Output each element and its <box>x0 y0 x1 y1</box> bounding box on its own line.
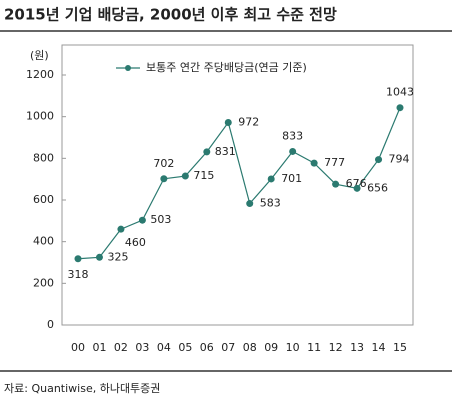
data-point <box>74 255 82 263</box>
series-line <box>77 107 401 260</box>
chart-title: 2015년 기업 배당금, 2000년 이후 최고 수준 전망 <box>4 6 337 24</box>
y-tick-label: 1000 <box>26 110 54 123</box>
y-tick-label: 0 <box>47 318 54 331</box>
data-point <box>375 156 383 164</box>
data-point <box>310 159 318 167</box>
data-point <box>267 175 275 183</box>
y-tick-label: 200 <box>33 276 54 289</box>
x-tick-label: 00 <box>71 341 85 354</box>
data-point <box>181 172 189 180</box>
data-label: 833 <box>282 129 303 142</box>
y-tick-label: 1200 <box>26 68 54 81</box>
data-label: 656 <box>367 181 388 194</box>
x-tick-label: 08 <box>243 341 257 354</box>
x-tick-label: 12 <box>329 341 343 354</box>
x-tick-label: 15 <box>393 341 407 354</box>
data-label: 676 <box>346 177 367 190</box>
x-tick-label: 03 <box>135 341 149 354</box>
x-tick-label: 11 <box>307 341 321 354</box>
x-tick-label: 07 <box>221 341 235 354</box>
data-label: 794 <box>389 153 410 166</box>
data-point <box>353 184 361 192</box>
x-tick-label: 10 <box>286 341 300 354</box>
data-label: 503 <box>150 213 171 226</box>
data-point <box>332 180 340 188</box>
data-label: 972 <box>238 116 259 129</box>
data-label: 460 <box>125 236 146 249</box>
source: 자료: Quantiwise, 하나대투증권 <box>4 381 160 395</box>
y-tick-label: 800 <box>33 151 54 164</box>
data-point <box>160 175 168 183</box>
data-label: 325 <box>107 250 128 263</box>
y-tick-label: 400 <box>33 235 54 248</box>
legend-marker <box>125 65 131 71</box>
data-point <box>289 147 297 155</box>
data-point <box>396 104 404 112</box>
data-point <box>117 225 125 233</box>
x-tick-label: 04 <box>157 341 171 354</box>
data-label: 318 <box>68 268 89 281</box>
data-label: 583 <box>260 197 281 210</box>
data-point <box>95 253 103 261</box>
x-tick-label: 02 <box>114 341 128 354</box>
data-label: 701 <box>281 172 302 185</box>
data-label: 715 <box>193 169 214 182</box>
data-label: 702 <box>153 157 174 170</box>
y-axis-label: (원) <box>30 49 49 62</box>
x-tick-label: 09 <box>264 341 278 354</box>
legend-label: 보통주 연간 주당배당금(연금 기준) <box>146 61 307 74</box>
x-tick-label: 14 <box>372 341 386 354</box>
data-label: 1043 <box>386 86 414 99</box>
y-tick-label: 600 <box>33 193 54 206</box>
x-tick-label: 06 <box>200 341 214 354</box>
data-point <box>138 216 146 224</box>
x-tick-label: 05 <box>178 341 192 354</box>
data-point <box>203 148 211 156</box>
data-point <box>224 119 232 126</box>
plot-frame <box>61 44 414 326</box>
data-point <box>246 200 254 208</box>
data-label: 831 <box>215 145 236 158</box>
x-tick-label: 01 <box>92 341 106 354</box>
data-label: 777 <box>324 156 345 169</box>
x-tick-label: 13 <box>350 341 364 354</box>
